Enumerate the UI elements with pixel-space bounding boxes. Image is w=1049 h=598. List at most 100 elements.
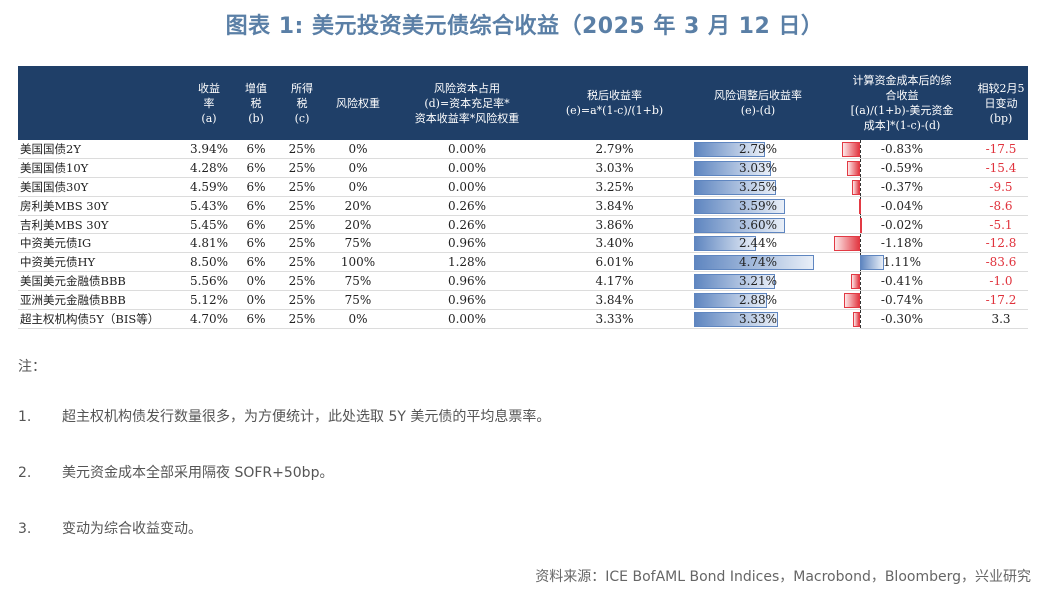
data-bar bbox=[694, 236, 756, 252]
cell-risk-capital: 0.00% bbox=[391, 177, 543, 197]
data-bar bbox=[694, 142, 765, 157]
cell-yield: 5.45% bbox=[185, 215, 233, 235]
data-bar-label: 4.74% bbox=[738, 255, 778, 270]
cell-yield: 4.70% bbox=[185, 309, 233, 329]
cell-change: -17.5 bbox=[974, 140, 1028, 159]
zero-axis bbox=[860, 272, 861, 291]
header-risk-capital: 风险资本占用 (d)=资本充足率* 资本收益率*风险权重 bbox=[391, 66, 543, 140]
cell-risk-weight: 0% bbox=[325, 158, 391, 178]
cell-risk-adjusted: 2.79% bbox=[686, 140, 830, 159]
data-bar bbox=[694, 255, 814, 271]
cell-income-tax: 25% bbox=[279, 196, 325, 216]
cell-yield: 3.94% bbox=[185, 140, 233, 159]
cell-risk-adjusted: 3.03% bbox=[686, 158, 830, 178]
cell-risk-capital: 0.00% bbox=[391, 140, 543, 159]
table-row: 超主权机构债5Y（BIS等） 4.70% 6% 25% 0% 0.00% 3.33% 3.33… bbox=[18, 309, 1028, 329]
data-bar-label: 2.44% bbox=[738, 236, 778, 251]
cell-risk-capital: 0.00% bbox=[391, 158, 543, 178]
header-vat: 增值 税 (b) bbox=[233, 66, 279, 140]
cell-income-tax: 25% bbox=[279, 158, 325, 178]
row-name: 中资美元债HY bbox=[18, 252, 185, 273]
page-title: 图表 1: 美元投资美元债综合收益（2025 年 3 月 12 日） bbox=[225, 14, 824, 39]
cell-yield: 5.56% bbox=[185, 271, 233, 292]
table-row: 美国国债30Y 4.59% 6% 25% 0% 0.00% 3.25% 3.25% -0.37%… bbox=[18, 177, 1028, 197]
cell-risk-weight: 20% bbox=[325, 215, 391, 235]
cell-risk-adjusted: 2.88% bbox=[686, 290, 830, 311]
cell-composite: -0.41% bbox=[830, 271, 974, 292]
cell-income-tax: 25% bbox=[279, 177, 325, 197]
cell-vat: 0% bbox=[233, 290, 279, 311]
data-bar-label: -0.74% bbox=[880, 293, 924, 308]
cell-change: -9.5 bbox=[974, 177, 1028, 197]
data-bar bbox=[694, 293, 767, 309]
cell-composite: 1.11% bbox=[830, 252, 974, 273]
header-risk-adjusted: 风险调整后收益率 (e)-(d) bbox=[686, 66, 830, 140]
zero-axis bbox=[860, 234, 861, 253]
data-bar-label: 3.59% bbox=[738, 198, 778, 213]
row-name: 美国国债30Y bbox=[18, 177, 185, 197]
cell-risk-capital: 1.28% bbox=[391, 252, 543, 273]
data-bar bbox=[851, 179, 860, 195]
cell-income-tax: 25% bbox=[279, 252, 325, 273]
header-income-tax: 所得 税 (c) bbox=[279, 66, 325, 140]
cell-income-tax: 25% bbox=[279, 290, 325, 311]
cell-yield: 5.43% bbox=[185, 196, 233, 216]
cell-composite: -0.37% bbox=[830, 177, 974, 197]
data-bar-label: -0.30% bbox=[880, 311, 924, 326]
cell-after-tax: 4.17% bbox=[543, 271, 686, 292]
table-row: 房利美MBS 30Y 5.43% 6% 25% 20% 0.26% 3.84% 3.59% -0… bbox=[18, 196, 1028, 216]
cell-after-tax: 3.40% bbox=[543, 233, 686, 254]
cell-vat: 0% bbox=[233, 271, 279, 292]
row-name: 美国国债10Y bbox=[18, 158, 185, 178]
cell-composite: -0.74% bbox=[830, 290, 974, 311]
table-row: 中资美元债IG 4.81% 6% 25% 75% 0.96% 3.40% 2.44% -1.18… bbox=[18, 233, 1028, 254]
cell-composite: -1.18% bbox=[830, 233, 974, 254]
cell-vat: 6% bbox=[233, 215, 279, 235]
row-name: 房利美MBS 30Y bbox=[18, 196, 185, 216]
row-name: 中资美元债IG bbox=[18, 233, 185, 254]
data-bar-label: 3.03% bbox=[738, 160, 778, 175]
cell-yield: 5.12% bbox=[185, 290, 233, 311]
data-bar bbox=[847, 160, 860, 176]
table-row: 吉利美MBS 30Y 5.45% 6% 25% 20% 0.26% 3.86% 3.60% -0… bbox=[18, 215, 1028, 235]
cell-composite: -0.30% bbox=[830, 309, 974, 329]
yield-table: 收益 率 (a) 增值 税 (b) 所得 税 (c) 风险权重 风险资本占用 (… bbox=[18, 66, 1028, 329]
cell-yield: 8.50% bbox=[185, 252, 233, 273]
table-row: 美国国债2Y 3.94% 6% 25% 0% 0.00% 2.79% 2.79% -0.83% -… bbox=[18, 140, 1028, 159]
data-bar bbox=[694, 179, 777, 195]
data-bar bbox=[694, 198, 785, 214]
data-bar bbox=[859, 217, 862, 233]
data-bar-label: 2.79% bbox=[738, 141, 778, 156]
cell-income-tax: 25% bbox=[279, 233, 325, 254]
header-composite: 计算资金成本后的综 合收益 [(a)/(1+b)-美元资金 成本]*(1-c)-… bbox=[830, 66, 974, 140]
cell-vat: 6% bbox=[233, 158, 279, 178]
cell-income-tax: 25% bbox=[279, 309, 325, 329]
data-bar-label: 3.60% bbox=[738, 217, 778, 232]
data-bar-label: -0.02% bbox=[880, 217, 924, 232]
notes-heading: 注： bbox=[18, 359, 46, 375]
cell-vat: 6% bbox=[233, 252, 279, 273]
cell-risk-capital: 0.26% bbox=[391, 196, 543, 216]
cell-after-tax: 3.03% bbox=[543, 158, 686, 178]
cell-risk-weight: 20% bbox=[325, 196, 391, 216]
data-bar bbox=[841, 142, 860, 157]
data-bar bbox=[843, 293, 860, 309]
cell-risk-adjusted: 2.44% bbox=[686, 233, 830, 254]
row-name: 亚洲美元金融债BBB bbox=[18, 290, 185, 311]
cell-change: -83.6 bbox=[974, 252, 1028, 273]
cell-composite: -0.04% bbox=[830, 196, 974, 216]
cell-composite: -0.02% bbox=[830, 215, 974, 235]
note-text: 美元资金成本全部采用隔夜 SOFR+50bp。 bbox=[62, 465, 334, 481]
table-row: 美国国债10Y 4.28% 6% 25% 0% 0.00% 3.03% 3.03% -0.59%… bbox=[18, 158, 1028, 178]
cell-risk-weight: 0% bbox=[325, 177, 391, 197]
cell-change: -1.0 bbox=[974, 271, 1028, 292]
cell-risk-weight: 100% bbox=[325, 252, 391, 273]
cell-risk-weight: 75% bbox=[325, 271, 391, 292]
cell-change: -12.8 bbox=[974, 233, 1028, 254]
row-name: 吉利美MBS 30Y bbox=[18, 215, 185, 235]
data-bar bbox=[860, 255, 885, 271]
table-header-row: 收益 率 (a) 增值 税 (b) 所得 税 (c) 风险权重 风险资本占用 (… bbox=[18, 66, 1028, 140]
row-name: 超主权机构债5Y（BIS等） bbox=[18, 309, 185, 329]
row-name: 美国国债2Y bbox=[18, 140, 185, 159]
cell-after-tax: 3.25% bbox=[543, 177, 686, 197]
